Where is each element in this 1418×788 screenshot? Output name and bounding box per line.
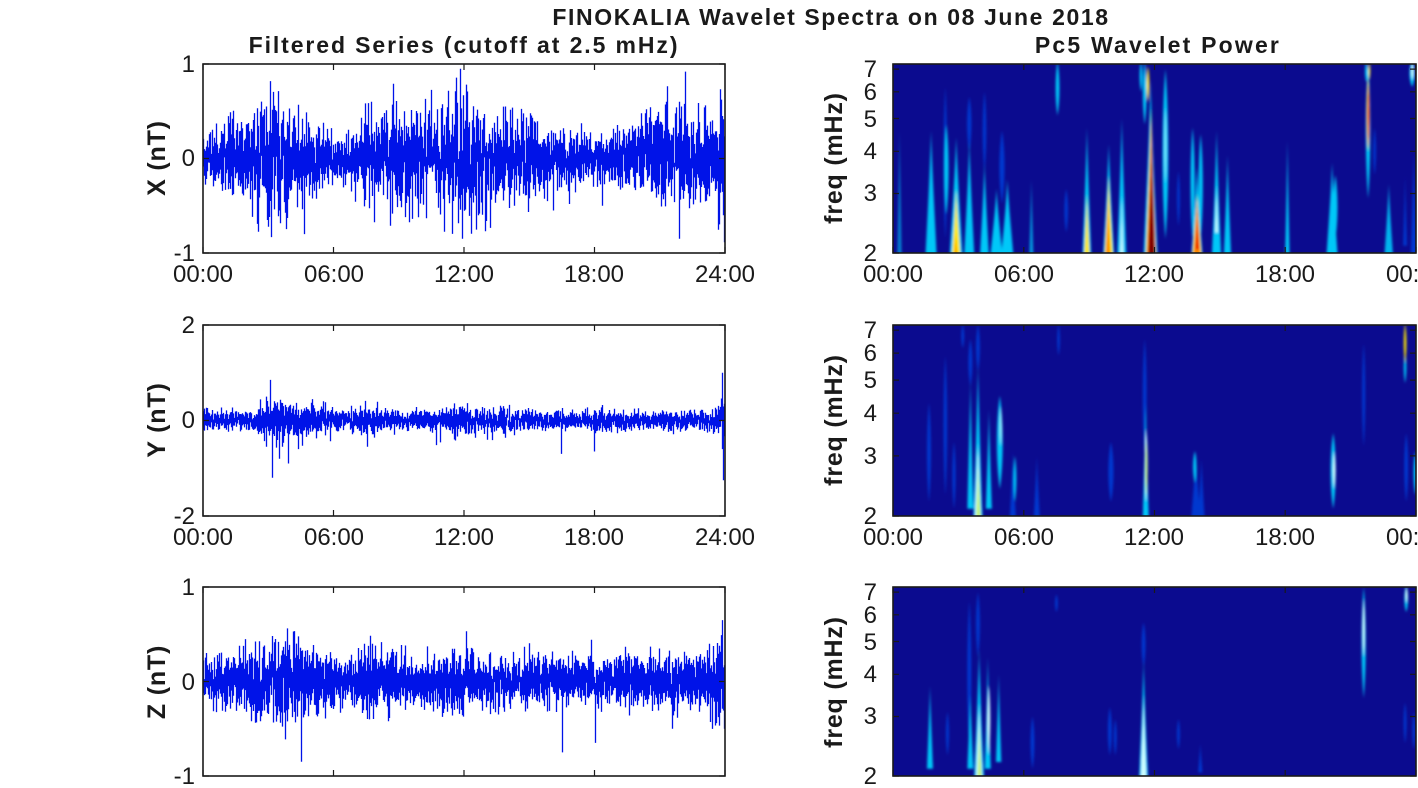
- svg-text:2: 2: [864, 763, 877, 788]
- svg-text:00:00: 00:00: [173, 524, 233, 551]
- svg-text:X (nT): X (nT): [143, 120, 171, 196]
- svg-text:0: 0: [182, 669, 195, 696]
- svg-text:18:00: 18:00: [1255, 261, 1315, 288]
- svg-text:00:00: 00:00: [1386, 524, 1418, 551]
- svg-text:Filtered Series (cutoff at 2.5: Filtered Series (cutoff at 2.5 mHz): [249, 32, 680, 58]
- svg-text:00:00: 00:00: [1386, 261, 1418, 288]
- svg-text:12:00: 12:00: [1124, 261, 1184, 288]
- svg-text:06:00: 06:00: [304, 524, 364, 551]
- svg-text:12:00: 12:00: [434, 261, 494, 288]
- svg-text:5: 5: [864, 629, 877, 656]
- svg-text:7: 7: [864, 56, 877, 83]
- svg-text:0: 0: [182, 145, 195, 172]
- svg-text:-2: -2: [174, 503, 195, 530]
- svg-text:18:00: 18:00: [1255, 524, 1315, 551]
- svg-text:freq (mHz): freq (mHz): [820, 354, 848, 486]
- svg-text:12:00: 12:00: [434, 524, 494, 551]
- svg-text:1: 1: [182, 574, 195, 601]
- svg-text:00:00: 00:00: [173, 261, 233, 288]
- svg-text:4: 4: [864, 138, 877, 165]
- svg-text:7: 7: [864, 317, 877, 344]
- svg-text:freq (mHz): freq (mHz): [820, 92, 848, 224]
- svg-text:5: 5: [864, 367, 877, 394]
- svg-text:freq (mHz): freq (mHz): [820, 616, 848, 748]
- svg-text:6: 6: [864, 79, 877, 106]
- svg-text:00:00: 00:00: [863, 524, 923, 551]
- svg-text:2: 2: [864, 240, 877, 267]
- svg-text:7: 7: [864, 579, 877, 606]
- svg-text:00:00: 00:00: [863, 261, 923, 288]
- svg-text:24:00: 24:00: [695, 524, 755, 551]
- svg-text:6: 6: [864, 602, 877, 629]
- svg-text:3: 3: [864, 180, 877, 207]
- svg-text:-1: -1: [174, 763, 195, 788]
- svg-text:-1: -1: [174, 240, 195, 267]
- svg-text:06:00: 06:00: [994, 524, 1054, 551]
- svg-text:06:00: 06:00: [304, 261, 364, 288]
- svg-text:0: 0: [182, 407, 195, 434]
- svg-text:5: 5: [864, 106, 877, 133]
- svg-text:4: 4: [864, 661, 877, 688]
- svg-text:18:00: 18:00: [564, 524, 624, 551]
- svg-text:Pc5 Wavelet Power: Pc5 Wavelet Power: [1035, 32, 1281, 58]
- svg-text:3: 3: [864, 443, 877, 470]
- svg-text:06:00: 06:00: [994, 261, 1054, 288]
- svg-text:2: 2: [864, 503, 877, 530]
- svg-text:6: 6: [864, 340, 877, 367]
- svg-text:1: 1: [182, 51, 195, 78]
- svg-text:Y (nT): Y (nT): [143, 382, 171, 457]
- svg-text:24:00: 24:00: [695, 261, 755, 288]
- svg-text:12:00: 12:00: [1124, 524, 1184, 551]
- svg-text:FINOKALIA Wavelet Spectra on 0: FINOKALIA Wavelet Spectra on 08 June 201…: [552, 4, 1109, 30]
- svg-text:2: 2: [182, 312, 195, 339]
- svg-text:Z (nT): Z (nT): [143, 645, 171, 719]
- svg-text:3: 3: [864, 703, 877, 730]
- svg-text:4: 4: [864, 400, 877, 427]
- svg-text:18:00: 18:00: [564, 261, 624, 288]
